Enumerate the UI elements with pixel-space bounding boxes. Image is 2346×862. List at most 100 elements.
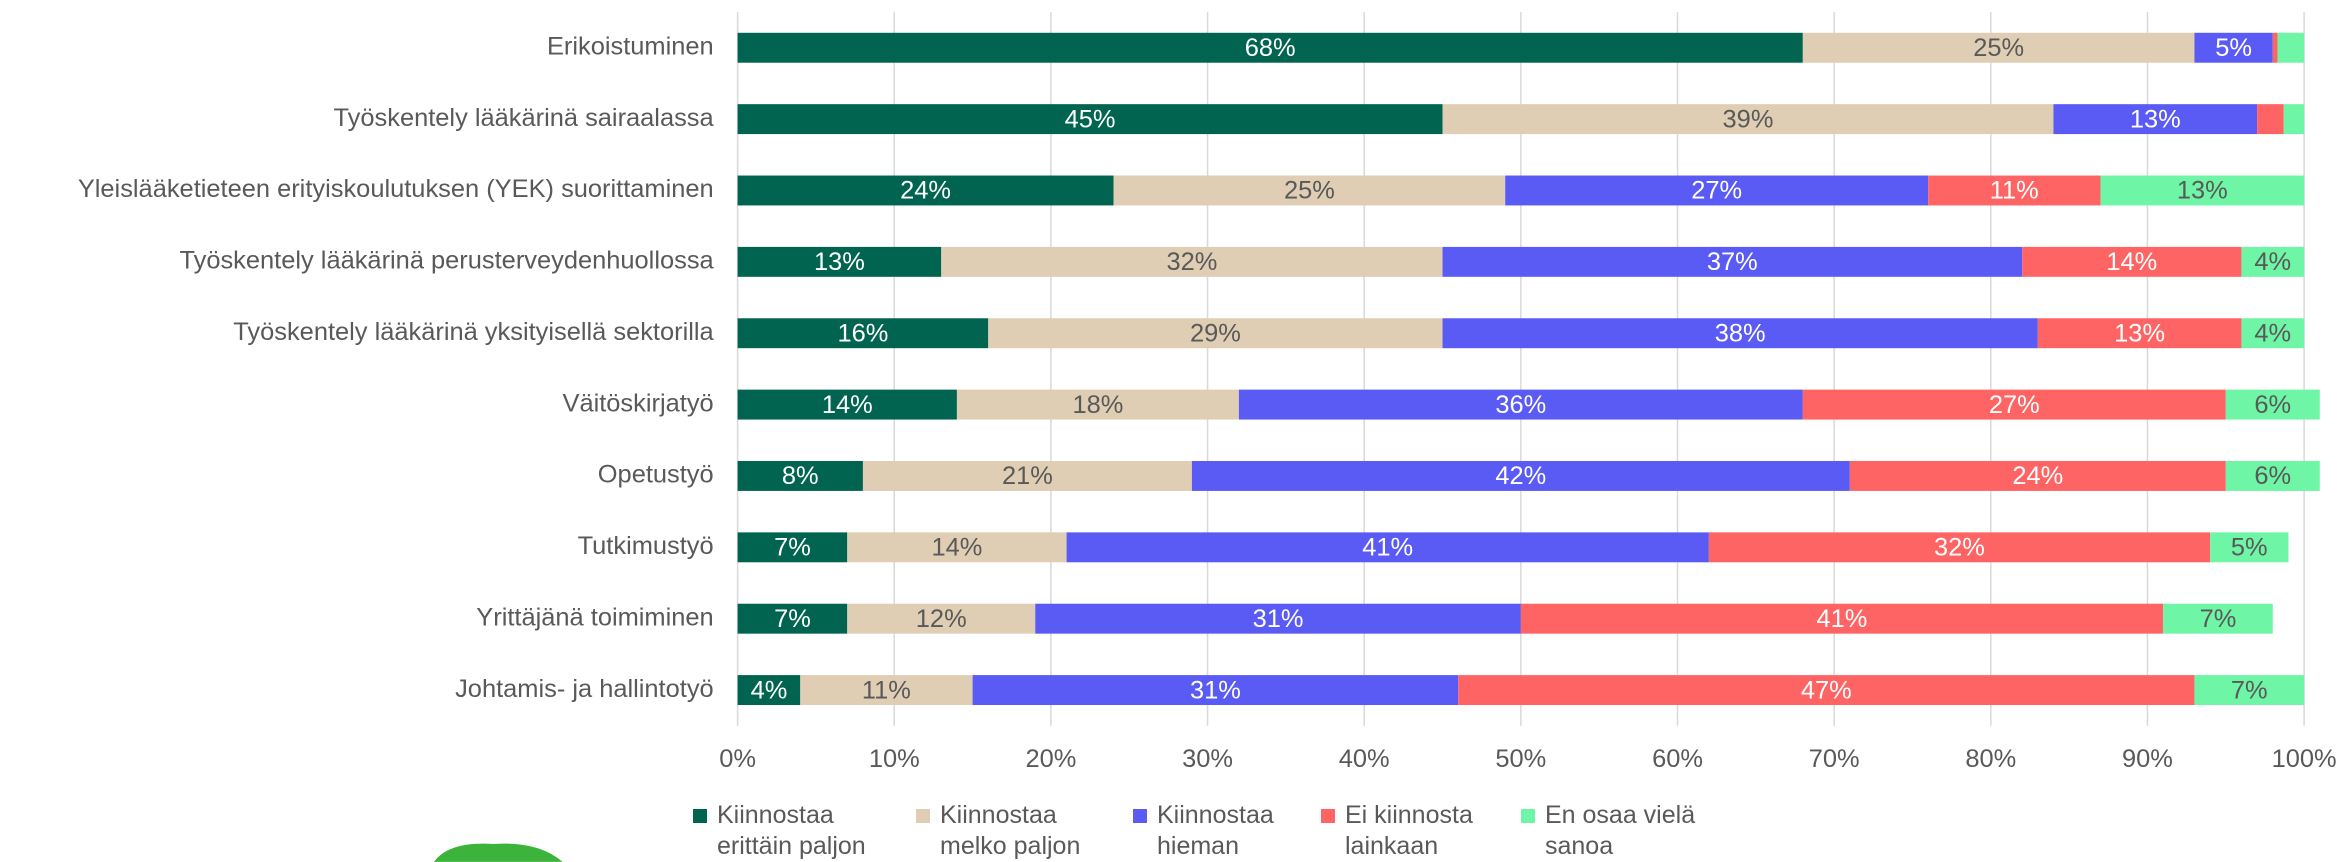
data-label: 4% bbox=[2254, 319, 2291, 347]
bar-segment bbox=[2037, 318, 2242, 349]
category-label: Yrittäjänä toimiminen bbox=[476, 603, 713, 631]
legend-label: Kiinnostaa erittäin paljon bbox=[717, 801, 866, 860]
x-tick-label: 40% bbox=[1339, 745, 1390, 773]
bar-segment bbox=[1066, 532, 1709, 563]
bar-segment bbox=[1238, 389, 1803, 420]
x-tick-label: 60% bbox=[1652, 745, 1703, 773]
data-label: 32% bbox=[1934, 534, 1985, 562]
data-label: 11% bbox=[862, 676, 911, 704]
data-label: 29% bbox=[1190, 319, 1241, 347]
data-label: 25% bbox=[1973, 34, 2024, 62]
data-label: 4% bbox=[2254, 248, 2291, 276]
bar-segment bbox=[2163, 603, 2273, 634]
bar-segment bbox=[2241, 318, 2305, 349]
data-label: 14% bbox=[2106, 248, 2157, 276]
legend-item: En osaa vielä sanoa bbox=[1521, 800, 1715, 862]
bar-segment bbox=[737, 32, 1803, 63]
data-label: 5% bbox=[2215, 34, 2252, 62]
data-label: 41% bbox=[1362, 534, 1413, 562]
bar-segment bbox=[2210, 532, 2289, 563]
data-label: 27% bbox=[1691, 177, 1742, 205]
x-tick-label: 20% bbox=[1025, 745, 1076, 773]
bar-segment bbox=[2257, 104, 2284, 135]
data-label: 5% bbox=[2231, 534, 2268, 562]
data-label: 14% bbox=[822, 391, 873, 419]
bar-segment bbox=[737, 675, 801, 706]
data-label: 13% bbox=[2130, 105, 2181, 133]
category-label: Erikoistuminen bbox=[547, 32, 714, 60]
data-label: 32% bbox=[1166, 248, 1217, 276]
bar-segment bbox=[1849, 460, 2226, 491]
data-label: 16% bbox=[837, 319, 888, 347]
data-label: 31% bbox=[1190, 676, 1241, 704]
data-label: 41% bbox=[1817, 605, 1868, 633]
bar-segment bbox=[2053, 104, 2258, 135]
data-label: 6% bbox=[2254, 462, 2291, 490]
bar-segment bbox=[737, 389, 957, 420]
bar-segment bbox=[737, 175, 1114, 206]
legend-item: Kiinnostaa hieman bbox=[1133, 800, 1277, 862]
category-label: Tutkimustyö bbox=[578, 532, 714, 560]
data-label: 68% bbox=[1245, 34, 1296, 62]
legend-swatch bbox=[1521, 809, 1535, 823]
data-label: 11% bbox=[1990, 177, 2039, 205]
legend-item: Kiinnostaa erittäin paljon bbox=[693, 800, 887, 862]
bar-segment bbox=[737, 603, 848, 634]
data-label: 12% bbox=[916, 605, 967, 633]
data-label: 6% bbox=[2254, 391, 2291, 419]
bar-segment bbox=[1442, 104, 2054, 135]
legend-swatch bbox=[1321, 809, 1335, 823]
x-tick-label: 50% bbox=[1495, 745, 1546, 773]
legend-swatch bbox=[1133, 809, 1147, 823]
data-label: 25% bbox=[1284, 177, 1335, 205]
legend-label: Ei kiinnosta lainkaan bbox=[1345, 801, 1473, 860]
data-label: 7% bbox=[774, 534, 811, 562]
bar-segment bbox=[737, 104, 1443, 135]
bar-segment bbox=[1442, 318, 2038, 349]
data-label: 24% bbox=[2012, 462, 2063, 490]
legend-swatch bbox=[916, 809, 930, 823]
bar-segment bbox=[737, 460, 863, 491]
bar-segment bbox=[1191, 460, 1850, 491]
bar-segment bbox=[2100, 175, 2305, 206]
legend-label: Kiinnostaa melko paljon bbox=[940, 801, 1081, 860]
bar-segment bbox=[941, 246, 1443, 277]
bar-segment bbox=[800, 675, 973, 706]
bar-segment bbox=[1458, 675, 2195, 706]
x-tick-label: 100% bbox=[2272, 745, 2337, 773]
bar-segment bbox=[2283, 104, 2305, 135]
data-label: 7% bbox=[2200, 605, 2237, 633]
data-label: 24% bbox=[900, 177, 951, 205]
bar-segment bbox=[1113, 175, 1506, 206]
legend-swatch bbox=[693, 809, 707, 823]
data-label: 13% bbox=[814, 248, 865, 276]
category-label: Johtamis- ja hallintotyö bbox=[455, 675, 714, 703]
bar-segment bbox=[737, 246, 942, 277]
bar-segment bbox=[2277, 32, 2305, 63]
bar-segment bbox=[2225, 460, 2320, 491]
bar-segment bbox=[1802, 32, 2195, 63]
category-label: Opetustyö bbox=[598, 461, 714, 489]
bar-segment bbox=[847, 532, 1067, 563]
legend-item: Ei kiinnosta lainkaan bbox=[1321, 800, 1495, 862]
bar-segment bbox=[2022, 246, 2242, 277]
bar-segment bbox=[2194, 675, 2305, 706]
bar-segment bbox=[847, 603, 1036, 634]
bar-segment bbox=[1442, 246, 2023, 277]
data-label: 7% bbox=[2231, 676, 2268, 704]
data-label: 8% bbox=[782, 462, 819, 490]
data-label: 4% bbox=[751, 676, 788, 704]
x-tick-label: 90% bbox=[2122, 745, 2173, 773]
data-label: 21% bbox=[1002, 462, 1053, 490]
data-label: 37% bbox=[1707, 248, 1758, 276]
bar-segment bbox=[956, 389, 1239, 420]
bar-segment bbox=[737, 318, 989, 349]
data-label: 47% bbox=[1801, 676, 1852, 704]
x-tick-label: 10% bbox=[869, 745, 920, 773]
bar-segment bbox=[972, 675, 1459, 706]
x-tick-label: 70% bbox=[1809, 745, 1860, 773]
bar-segment bbox=[1708, 532, 2211, 563]
bar-segment bbox=[862, 460, 1192, 491]
